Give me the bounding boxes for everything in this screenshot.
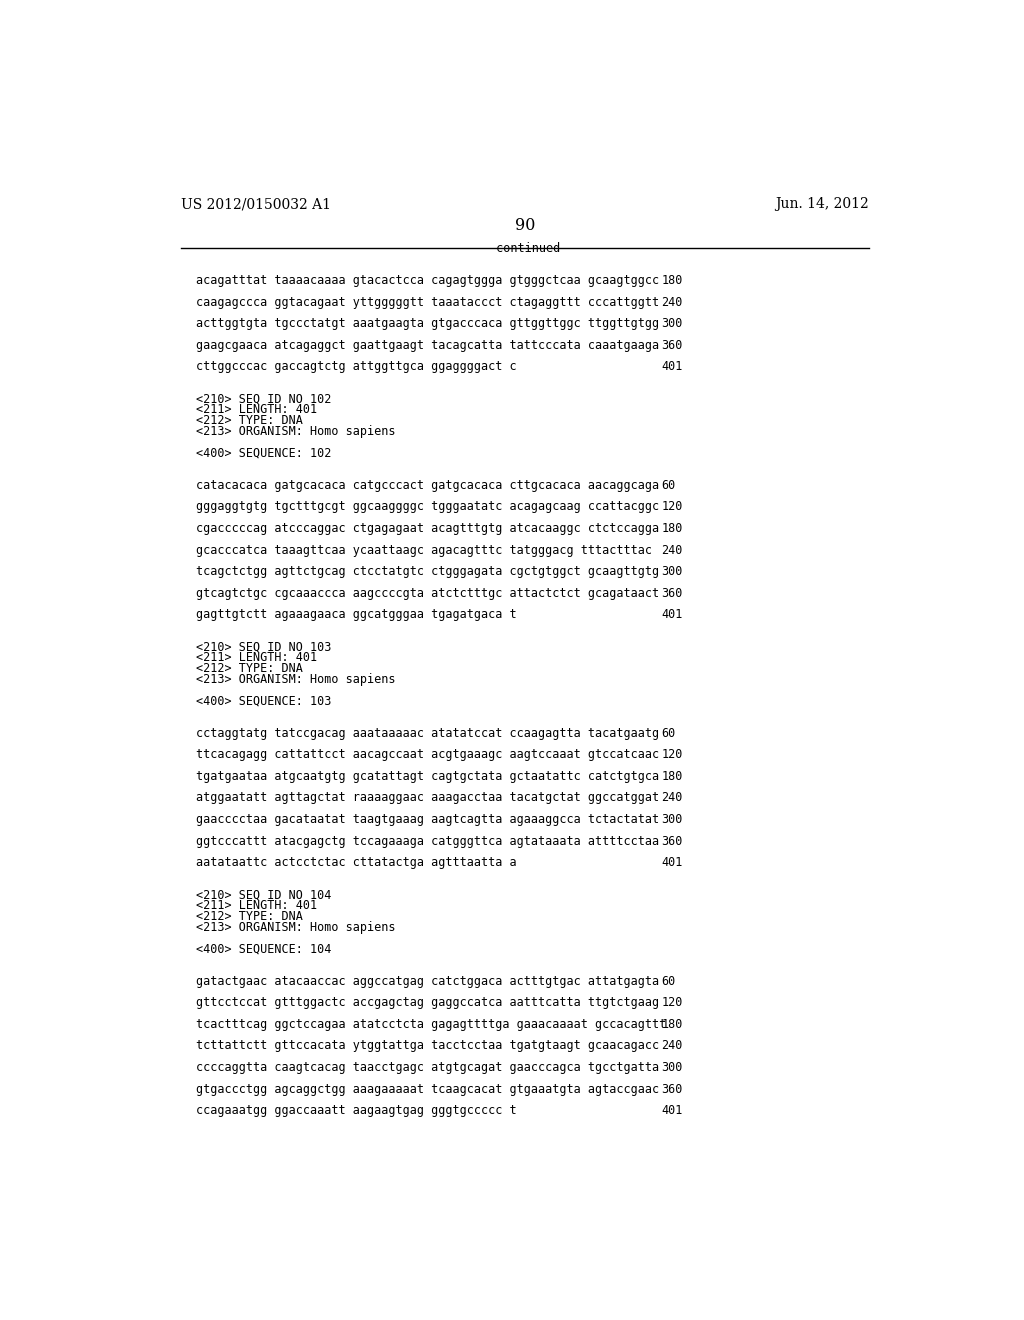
Text: <213> ORGANISM: Homo sapiens: <213> ORGANISM: Homo sapiens [197,425,395,438]
Text: 401: 401 [662,360,683,374]
Text: 300: 300 [662,317,683,330]
Text: gcacccatca taaagttcaa ycaattaagc agacagtttc tatgggacg tttactttac: gcacccatca taaagttcaa ycaattaagc agacagt… [197,544,652,557]
Text: 240: 240 [662,792,683,804]
Text: 180: 180 [662,521,683,535]
Text: <210> SEQ ID NO 102: <210> SEQ ID NO 102 [197,392,332,405]
Text: US 2012/0150032 A1: US 2012/0150032 A1 [180,197,331,211]
Text: atggaatatt agttagctat raaaaggaac aaagacctaa tacatgctat ggccatggat: atggaatatt agttagctat raaaaggaac aaagacc… [197,792,659,804]
Text: 240: 240 [662,544,683,557]
Text: <210> SEQ ID NO 104: <210> SEQ ID NO 104 [197,888,332,902]
Text: tcttattctt gttccacata ytggtattga tacctcctaa tgatgtaagt gcaacagacc: tcttattctt gttccacata ytggtattga tacctcc… [197,1039,659,1052]
Text: <212> TYPE: DNA: <212> TYPE: DNA [197,909,303,923]
Text: 401: 401 [662,609,683,622]
Text: 360: 360 [662,834,683,847]
Text: <211> LENGTH: 401: <211> LENGTH: 401 [197,404,317,416]
Text: acagatttat taaaacaaaa gtacactcca cagagtggga gtgggctcaa gcaagtggcc: acagatttat taaaacaaaa gtacactcca cagagtg… [197,275,659,286]
Text: 360: 360 [662,1082,683,1096]
Text: gttcctccat gtttggactc accgagctag gaggccatca aatttcatta ttgtctgaag: gttcctccat gtttggactc accgagctag gaggcca… [197,997,659,1010]
Text: cttggcccac gaccagtctg attggttgca ggaggggact c: cttggcccac gaccagtctg attggttgca ggagggg… [197,360,517,374]
Text: <210> SEQ ID NO 103: <210> SEQ ID NO 103 [197,640,332,653]
Text: tgatgaataa atgcaatgtg gcatattagt cagtgctata gctaatattc catctgtgca: tgatgaataa atgcaatgtg gcatattagt cagtgct… [197,770,659,783]
Text: gaacccctaa gacataatat taagtgaaag aagtcagtta agaaaggcca tctactatat: gaacccctaa gacataatat taagtgaaag aagtcag… [197,813,659,826]
Text: ccagaaatgg ggaccaaatt aagaagtgag gggtgccccc t: ccagaaatgg ggaccaaatt aagaagtgag gggtgcc… [197,1104,517,1117]
Text: <213> ORGANISM: Homo sapiens: <213> ORGANISM: Homo sapiens [197,921,395,933]
Text: caagagccca ggtacagaat yttgggggtt taaataccct ctagaggttt cccattggtt: caagagccca ggtacagaat yttgggggtt taaatac… [197,296,659,309]
Text: <400> SEQUENCE: 104: <400> SEQUENCE: 104 [197,942,332,956]
Text: 90: 90 [515,218,535,235]
Text: <400> SEQUENCE: 102: <400> SEQUENCE: 102 [197,446,332,459]
Text: aatataattc actcctctac cttatactga agtttaatta a: aatataattc actcctctac cttatactga agtttaa… [197,857,517,869]
Text: 60: 60 [662,974,676,987]
Text: <400> SEQUENCE: 103: <400> SEQUENCE: 103 [197,694,332,708]
Text: 60: 60 [662,727,676,739]
Text: gaagcgaaca atcagaggct gaattgaagt tacagcatta tattcccata caaatgaaga: gaagcgaaca atcagaggct gaattgaagt tacagca… [197,339,659,351]
Text: 180: 180 [662,275,683,286]
Text: 240: 240 [662,296,683,309]
Text: cctaggtatg tatccgacag aaataaaaac atatatccat ccaagagtta tacatgaatg: cctaggtatg tatccgacag aaataaaaac atatatc… [197,727,659,739]
Text: gagttgtctt agaaagaaca ggcatgggaa tgagatgaca t: gagttgtctt agaaagaaca ggcatgggaa tgagatg… [197,609,517,622]
Text: -continued: -continued [489,242,560,255]
Text: cgacccccag atcccaggac ctgagagaat acagtttgtg atcacaaggc ctctccagga: cgacccccag atcccaggac ctgagagaat acagttt… [197,521,659,535]
Text: gggaggtgtg tgctttgcgt ggcaaggggc tgggaatatc acagagcaag ccattacggc: gggaggtgtg tgctttgcgt ggcaaggggc tgggaat… [197,500,659,513]
Text: 120: 120 [662,500,683,513]
Text: <213> ORGANISM: Homo sapiens: <213> ORGANISM: Homo sapiens [197,673,395,686]
Text: 240: 240 [662,1039,683,1052]
Text: 401: 401 [662,1104,683,1117]
Text: 300: 300 [662,813,683,826]
Text: acttggtgta tgccctatgt aaatgaagta gtgacccaca gttggttggc ttggttgtgg: acttggtgta tgccctatgt aaatgaagta gtgaccc… [197,317,659,330]
Text: 360: 360 [662,339,683,351]
Text: 180: 180 [662,1018,683,1031]
Text: 401: 401 [662,857,683,869]
Text: gtgaccctgg agcaggctgg aaagaaaaat tcaagcacat gtgaaatgta agtaccgaac: gtgaccctgg agcaggctgg aaagaaaaat tcaagca… [197,1082,659,1096]
Text: 180: 180 [662,770,683,783]
Text: <212> TYPE: DNA: <212> TYPE: DNA [197,414,303,428]
Text: gatactgaac atacaaccac aggccatgag catctggaca actttgtgac attatgagta: gatactgaac atacaaccac aggccatgag catctgg… [197,974,659,987]
Text: <212> TYPE: DNA: <212> TYPE: DNA [197,663,303,675]
Text: 60: 60 [662,479,676,492]
Text: tcagctctgg agttctgcag ctcctatgtc ctgggagata cgctgtggct gcaagttgtg: tcagctctgg agttctgcag ctcctatgtc ctgggag… [197,565,659,578]
Text: <211> LENGTH: 401: <211> LENGTH: 401 [197,651,317,664]
Text: gtcagtctgc cgcaaaccca aagccccgta atctctttgc attactctct gcagataact: gtcagtctgc cgcaaaccca aagccccgta atctctt… [197,586,659,599]
Text: ttcacagagg cattattcct aacagccaat acgtgaaagc aagtccaaat gtccatcaac: ttcacagagg cattattcct aacagccaat acgtgaa… [197,748,659,762]
Text: <211> LENGTH: 401: <211> LENGTH: 401 [197,899,317,912]
Text: ggtcccattt atacgagctg tccagaaaga catgggttca agtataaata attttcctaa: ggtcccattt atacgagctg tccagaaaga catgggt… [197,834,659,847]
Text: 120: 120 [662,997,683,1010]
Text: 300: 300 [662,565,683,578]
Text: 120: 120 [662,748,683,762]
Text: 300: 300 [662,1061,683,1074]
Text: Jun. 14, 2012: Jun. 14, 2012 [775,197,869,211]
Text: ccccaggtta caagtcacag taacctgagc atgtgcagat gaacccagca tgcctgatta: ccccaggtta caagtcacag taacctgagc atgtgca… [197,1061,659,1074]
Text: 360: 360 [662,586,683,599]
Text: tcactttcag ggctccagaa atatcctcta gagagttttga gaaacaaaat gccacagttt: tcactttcag ggctccagaa atatcctcta gagagtt… [197,1018,667,1031]
Text: catacacaca gatgcacaca catgcccact gatgcacaca cttgcacaca aacaggcaga: catacacaca gatgcacaca catgcccact gatgcac… [197,479,659,492]
